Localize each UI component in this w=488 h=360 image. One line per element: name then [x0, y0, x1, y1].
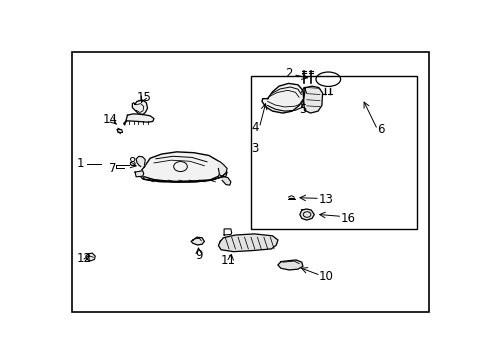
- Text: 11: 11: [220, 254, 235, 267]
- Text: 2: 2: [284, 67, 292, 80]
- Polygon shape: [141, 172, 226, 183]
- Polygon shape: [132, 100, 147, 115]
- Text: 1: 1: [76, 157, 84, 170]
- Polygon shape: [191, 237, 204, 245]
- Bar: [250, 76, 417, 229]
- Polygon shape: [136, 156, 145, 167]
- Text: 14: 14: [102, 113, 118, 126]
- Polygon shape: [303, 86, 322, 113]
- Text: 6: 6: [377, 123, 385, 136]
- Text: 13: 13: [318, 193, 332, 206]
- Polygon shape: [218, 161, 226, 176]
- Polygon shape: [85, 253, 95, 261]
- Text: 10: 10: [318, 270, 333, 283]
- Polygon shape: [277, 260, 302, 270]
- Text: 5: 5: [299, 103, 306, 116]
- Polygon shape: [222, 176, 230, 185]
- Text: 8: 8: [128, 157, 136, 170]
- Text: 4: 4: [251, 121, 258, 134]
- Polygon shape: [299, 209, 314, 220]
- Polygon shape: [262, 84, 303, 113]
- Text: 15: 15: [136, 91, 151, 104]
- Text: 12: 12: [76, 252, 91, 265]
- Polygon shape: [123, 114, 154, 125]
- Text: 9: 9: [195, 249, 202, 262]
- Polygon shape: [218, 234, 277, 252]
- Polygon shape: [141, 152, 222, 182]
- Text: 7: 7: [108, 162, 116, 175]
- Polygon shape: [135, 171, 143, 177]
- Text: 3: 3: [251, 142, 258, 155]
- Text: 16: 16: [340, 212, 355, 225]
